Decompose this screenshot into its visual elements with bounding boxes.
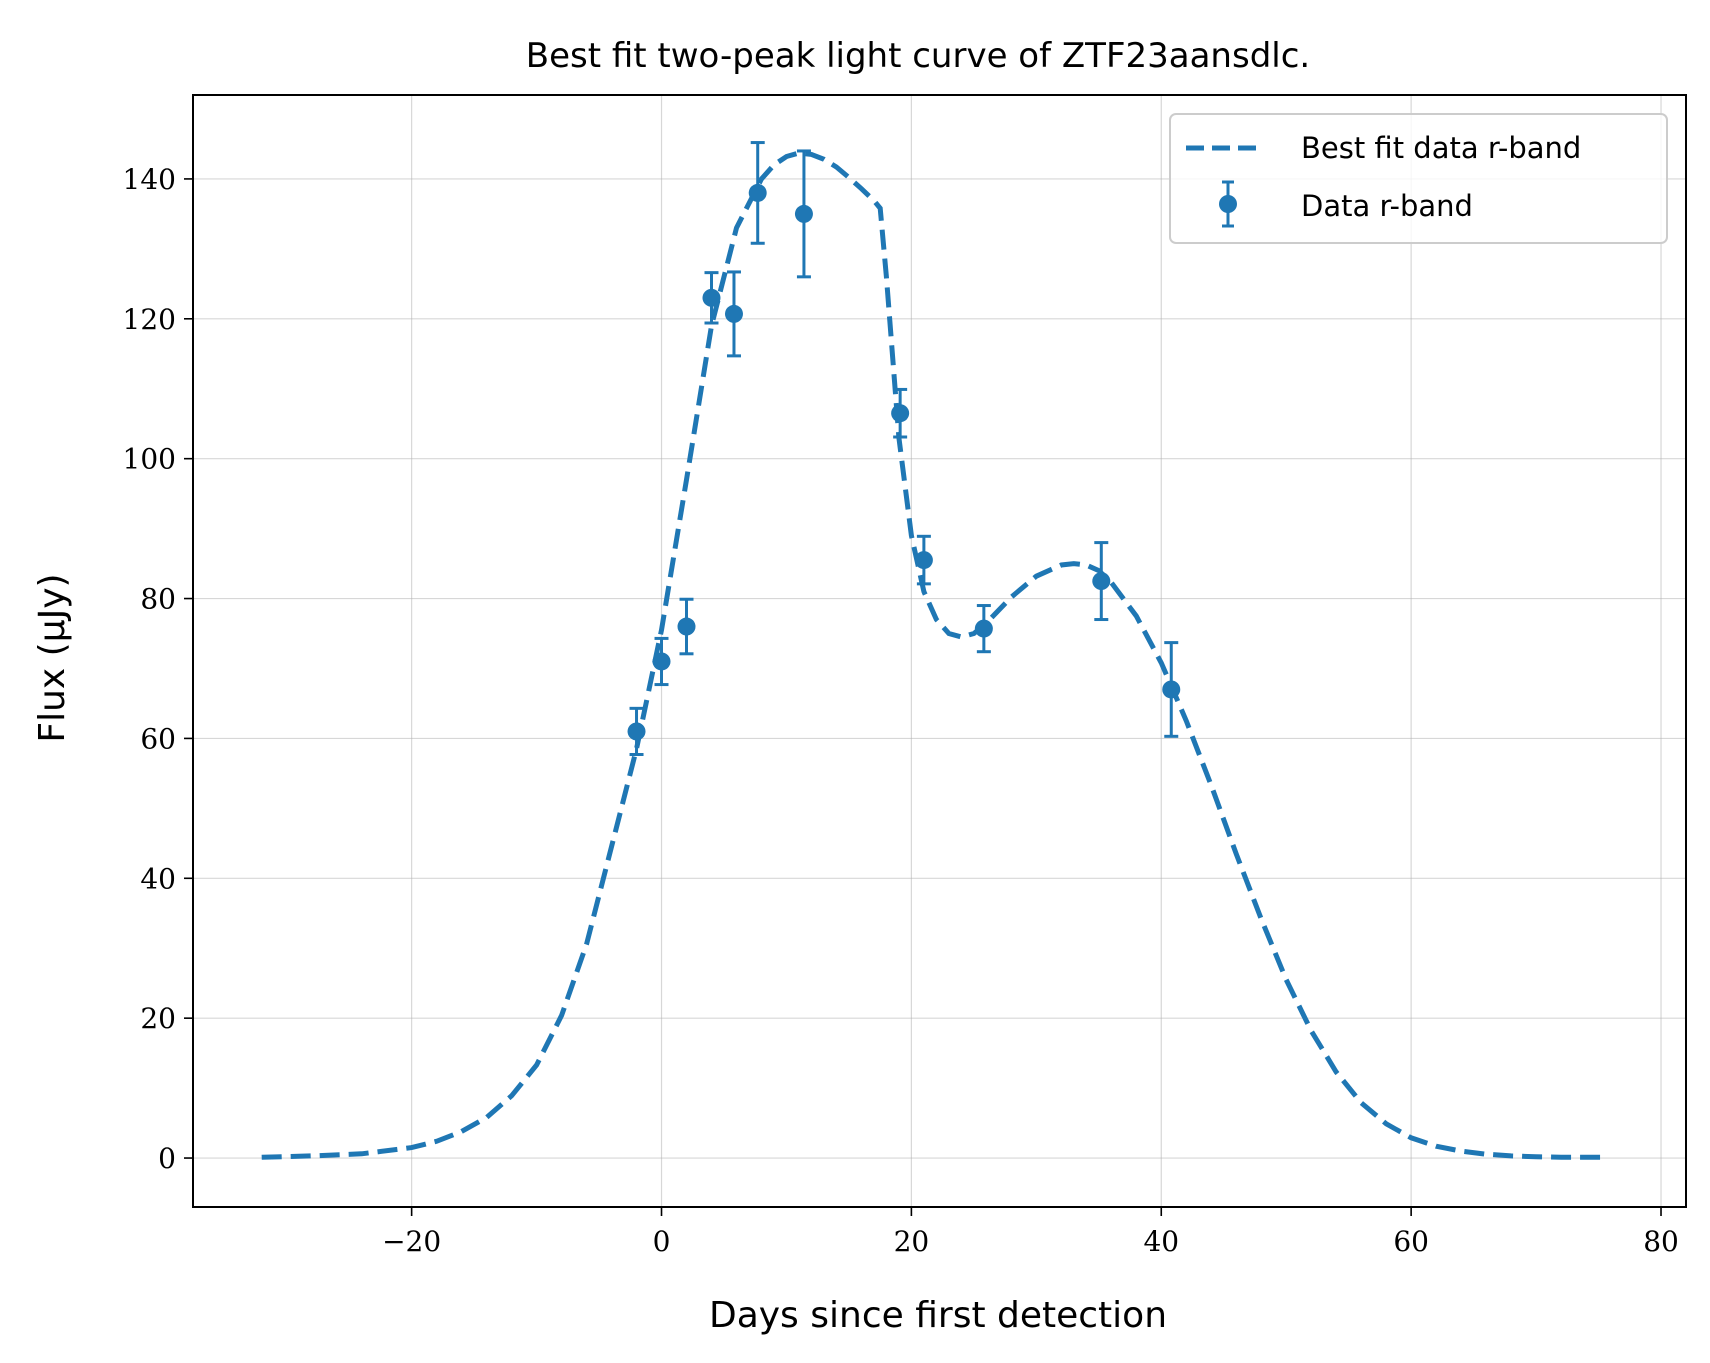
y-tick-label: 40 bbox=[140, 862, 176, 895]
x-tick-label: 60 bbox=[1393, 1225, 1429, 1258]
data-point bbox=[794, 204, 813, 223]
y-tick-label: 140 bbox=[123, 163, 176, 196]
y-axis-label: Flux (μJy) bbox=[32, 573, 73, 742]
best-fit-curve bbox=[261, 150, 1605, 1160]
y-axis-ticks: 0 20 40 60 80 100 120 140 bbox=[123, 163, 193, 1175]
legend-label-data: Data r-band bbox=[1301, 189, 1473, 223]
y-tick-label: 120 bbox=[123, 303, 176, 336]
data-point bbox=[627, 722, 646, 741]
data-point bbox=[914, 551, 933, 570]
data-point bbox=[1162, 680, 1181, 699]
x-axis-label: Days since first detection bbox=[709, 1295, 1167, 1336]
data-point bbox=[677, 617, 696, 636]
chart-title: Best fit two-peak light curve of ZTF23aa… bbox=[526, 36, 1310, 76]
x-tick-label: 80 bbox=[1643, 1225, 1679, 1258]
data-point bbox=[891, 404, 910, 423]
data-point bbox=[702, 288, 721, 307]
y-tick-label: 20 bbox=[140, 1002, 176, 1035]
legend-label-best-fit: Best fit data r-band bbox=[1301, 131, 1581, 165]
x-tick-label: 20 bbox=[894, 1225, 930, 1258]
legend: Best fit data r-band Data r-band bbox=[1169, 113, 1668, 244]
x-tick-label: −20 bbox=[382, 1225, 441, 1258]
plot-area bbox=[261, 141, 1605, 1160]
data-point bbox=[1092, 572, 1111, 591]
legend-marker-sample bbox=[1219, 195, 1237, 213]
grid-lines bbox=[193, 95, 1686, 1207]
x-axis-ticks: −20 0 20 40 60 80 bbox=[382, 1207, 1679, 1258]
y-tick-label: 100 bbox=[123, 443, 176, 476]
data-point bbox=[724, 304, 743, 323]
y-tick-label: 60 bbox=[140, 722, 176, 755]
data-point bbox=[974, 619, 993, 638]
x-tick-label: 40 bbox=[1143, 1225, 1179, 1258]
axes-frame bbox=[192, 94, 1687, 1208]
y-tick-label: 80 bbox=[140, 583, 176, 616]
legend-box bbox=[1169, 113, 1668, 244]
y-tick-label: 0 bbox=[158, 1142, 176, 1175]
x-tick-label: 0 bbox=[653, 1225, 671, 1258]
data-point bbox=[652, 652, 671, 671]
data-point bbox=[748, 183, 767, 202]
